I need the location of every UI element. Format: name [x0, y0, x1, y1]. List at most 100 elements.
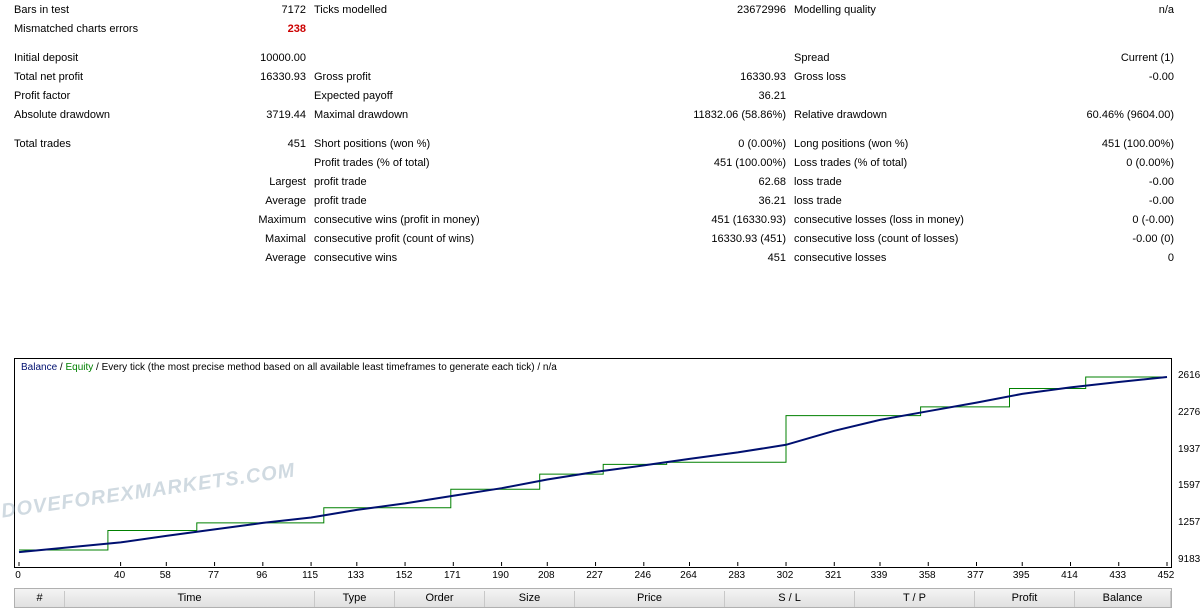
x-tick-label: 414	[1061, 570, 1078, 581]
x-tick-label: 452	[1158, 570, 1175, 581]
column-header[interactable]: Order	[395, 591, 485, 607]
value-max-dd: 11832.06 (58.86%)	[534, 109, 794, 121]
value-largest-pt: 62.68	[534, 176, 794, 188]
value-absolute-dd: 3719.44	[194, 109, 314, 121]
label-long-pos: Long positions (won %)	[794, 138, 1014, 150]
label-profit-factor: Profit factor	[14, 90, 194, 102]
value-bars-in-test: 7172	[194, 4, 314, 16]
x-tick-label: 227	[586, 570, 603, 581]
x-tick-label: 77	[208, 570, 219, 581]
value-expected-payoff: 36.21	[534, 90, 794, 102]
value-short-pos: 0 (0.00%)	[534, 138, 794, 150]
value-cons-wins2: 451	[534, 252, 794, 264]
value-profit-trades: 451 (100.00%)	[534, 157, 794, 169]
results-column-header[interactable]: #TimeTypeOrderSizePriceS / LT / PProfitB…	[14, 588, 1172, 608]
column-header[interactable]: #	[15, 591, 65, 607]
label-profit-trades: Profit trades (% of total)	[314, 157, 534, 169]
value-initial-deposit: 10000.00	[194, 52, 314, 64]
label-expected-payoff: Expected payoff	[314, 90, 534, 102]
value-cons-losses: 0 (-0.00)	[1014, 214, 1174, 226]
label-gross-loss: Gross loss	[794, 71, 1014, 83]
value-gross-profit: 16330.93	[534, 71, 794, 83]
label-maximal: Maximal	[194, 233, 314, 245]
label-mismatched: Mismatched charts errors	[14, 23, 194, 35]
value-spread: Current (1)	[1014, 52, 1174, 64]
x-tick-label: 246	[634, 570, 651, 581]
y-tick-label: 19370	[1178, 444, 1200, 455]
column-header[interactable]: S / L	[725, 591, 855, 607]
x-tick-label: 152	[396, 570, 413, 581]
column-header[interactable]: T / P	[855, 591, 975, 607]
column-header[interactable]: Time	[65, 591, 315, 607]
value-gross-loss: -0.00	[1014, 71, 1174, 83]
value-rel-dd: 60.46% (9604.00)	[1014, 109, 1174, 121]
y-tick-label: 22765	[1178, 407, 1200, 418]
label-largest: Largest	[194, 176, 314, 188]
label-spread: Spread	[794, 52, 1014, 64]
label-cons-wins2: consecutive wins	[314, 252, 534, 264]
balance-equity-chart: Balance / Equity / Every tick (the most …	[14, 358, 1172, 568]
x-tick-label: 377	[967, 570, 984, 581]
label-initial-deposit: Initial deposit	[14, 52, 194, 64]
x-tick-label: 283	[728, 570, 745, 581]
value-ticks-modelled: 23672996	[534, 4, 794, 16]
value-total-net-profit: 16330.93	[194, 71, 314, 83]
column-header[interactable]: Size	[485, 591, 575, 607]
label-cons-wins: consecutive wins (profit in money)	[314, 214, 534, 226]
x-tick-label: 40	[114, 570, 125, 581]
label-total-trades: Total trades	[14, 138, 194, 150]
y-tick-label: 26160	[1178, 370, 1200, 381]
value-modelling-quality: n/a	[1014, 4, 1174, 16]
y-tick-label: 12579	[1178, 517, 1200, 528]
label-gross-profit: Gross profit	[314, 71, 534, 83]
value-average-lt: -0.00	[1014, 195, 1174, 207]
x-tick-label: 321	[825, 570, 842, 581]
label-cons-losses2: consecutive losses	[794, 252, 1014, 264]
label-average-lt: loss trade	[794, 195, 1014, 207]
label-absolute-dd: Absolute drawdown	[14, 109, 194, 121]
x-tick-label: 171	[444, 570, 461, 581]
label-rel-dd: Relative drawdown	[794, 109, 1014, 121]
label-ticks-modelled: Ticks modelled	[314, 4, 534, 16]
chart-svg	[15, 359, 1171, 567]
value-average-pt: 36.21	[534, 195, 794, 207]
x-tick-label: 0	[15, 570, 21, 581]
label-average: Average	[194, 195, 314, 207]
y-tick-label: 9183	[1178, 554, 1200, 565]
value-largest-lt: -0.00	[1014, 176, 1174, 188]
column-header[interactable]: Type	[315, 591, 395, 607]
x-tick-label: 358	[919, 570, 936, 581]
value-mismatched: 238	[194, 23, 314, 35]
value-cons-wins: 451 (16330.93)	[534, 214, 794, 226]
x-tick-label: 339	[871, 570, 888, 581]
label-largest-pt: profit trade	[314, 176, 534, 188]
label-loss-trades: Loss trades (% of total)	[794, 157, 1014, 169]
y-tick-label: 15974	[1178, 480, 1200, 491]
label-cons-profit: consecutive profit (count of wins)	[314, 233, 534, 245]
label-max-dd: Maximal drawdown	[314, 109, 534, 121]
x-tick-label: 133	[347, 570, 364, 581]
x-tick-label: 433	[1109, 570, 1126, 581]
value-loss-trades: 0 (0.00%)	[1014, 157, 1174, 169]
x-tick-label: 395	[1013, 570, 1030, 581]
column-header[interactable]: Balance	[1075, 591, 1171, 607]
x-tick-label: 115	[302, 570, 318, 581]
x-tick-label: 208	[538, 570, 555, 581]
value-cons-profit: 16330.93 (451)	[534, 233, 794, 245]
x-tick-label: 302	[777, 570, 794, 581]
label-bars-in-test: Bars in test	[14, 4, 194, 16]
value-long-pos: 451 (100.00%)	[1014, 138, 1174, 150]
x-tick-label: 190	[492, 570, 509, 581]
label-modelling-quality: Modelling quality	[794, 4, 1014, 16]
label-cons-losses: consecutive losses (loss in money)	[794, 214, 1014, 226]
label-total-net-profit: Total net profit	[14, 71, 194, 83]
x-axis-ticks: 0405877961151331521711902082272462642833…	[14, 570, 1172, 584]
label-avg2: Average	[194, 252, 314, 264]
column-header[interactable]: Price	[575, 591, 725, 607]
value-cons-loss-cnt: -0.00 (0)	[1014, 233, 1174, 245]
x-tick-label: 58	[160, 570, 171, 581]
x-tick-label: 96	[256, 570, 267, 581]
label-short-pos: Short positions (won %)	[314, 138, 534, 150]
column-header[interactable]: Profit	[975, 591, 1075, 607]
label-average-pt: profit trade	[314, 195, 534, 207]
